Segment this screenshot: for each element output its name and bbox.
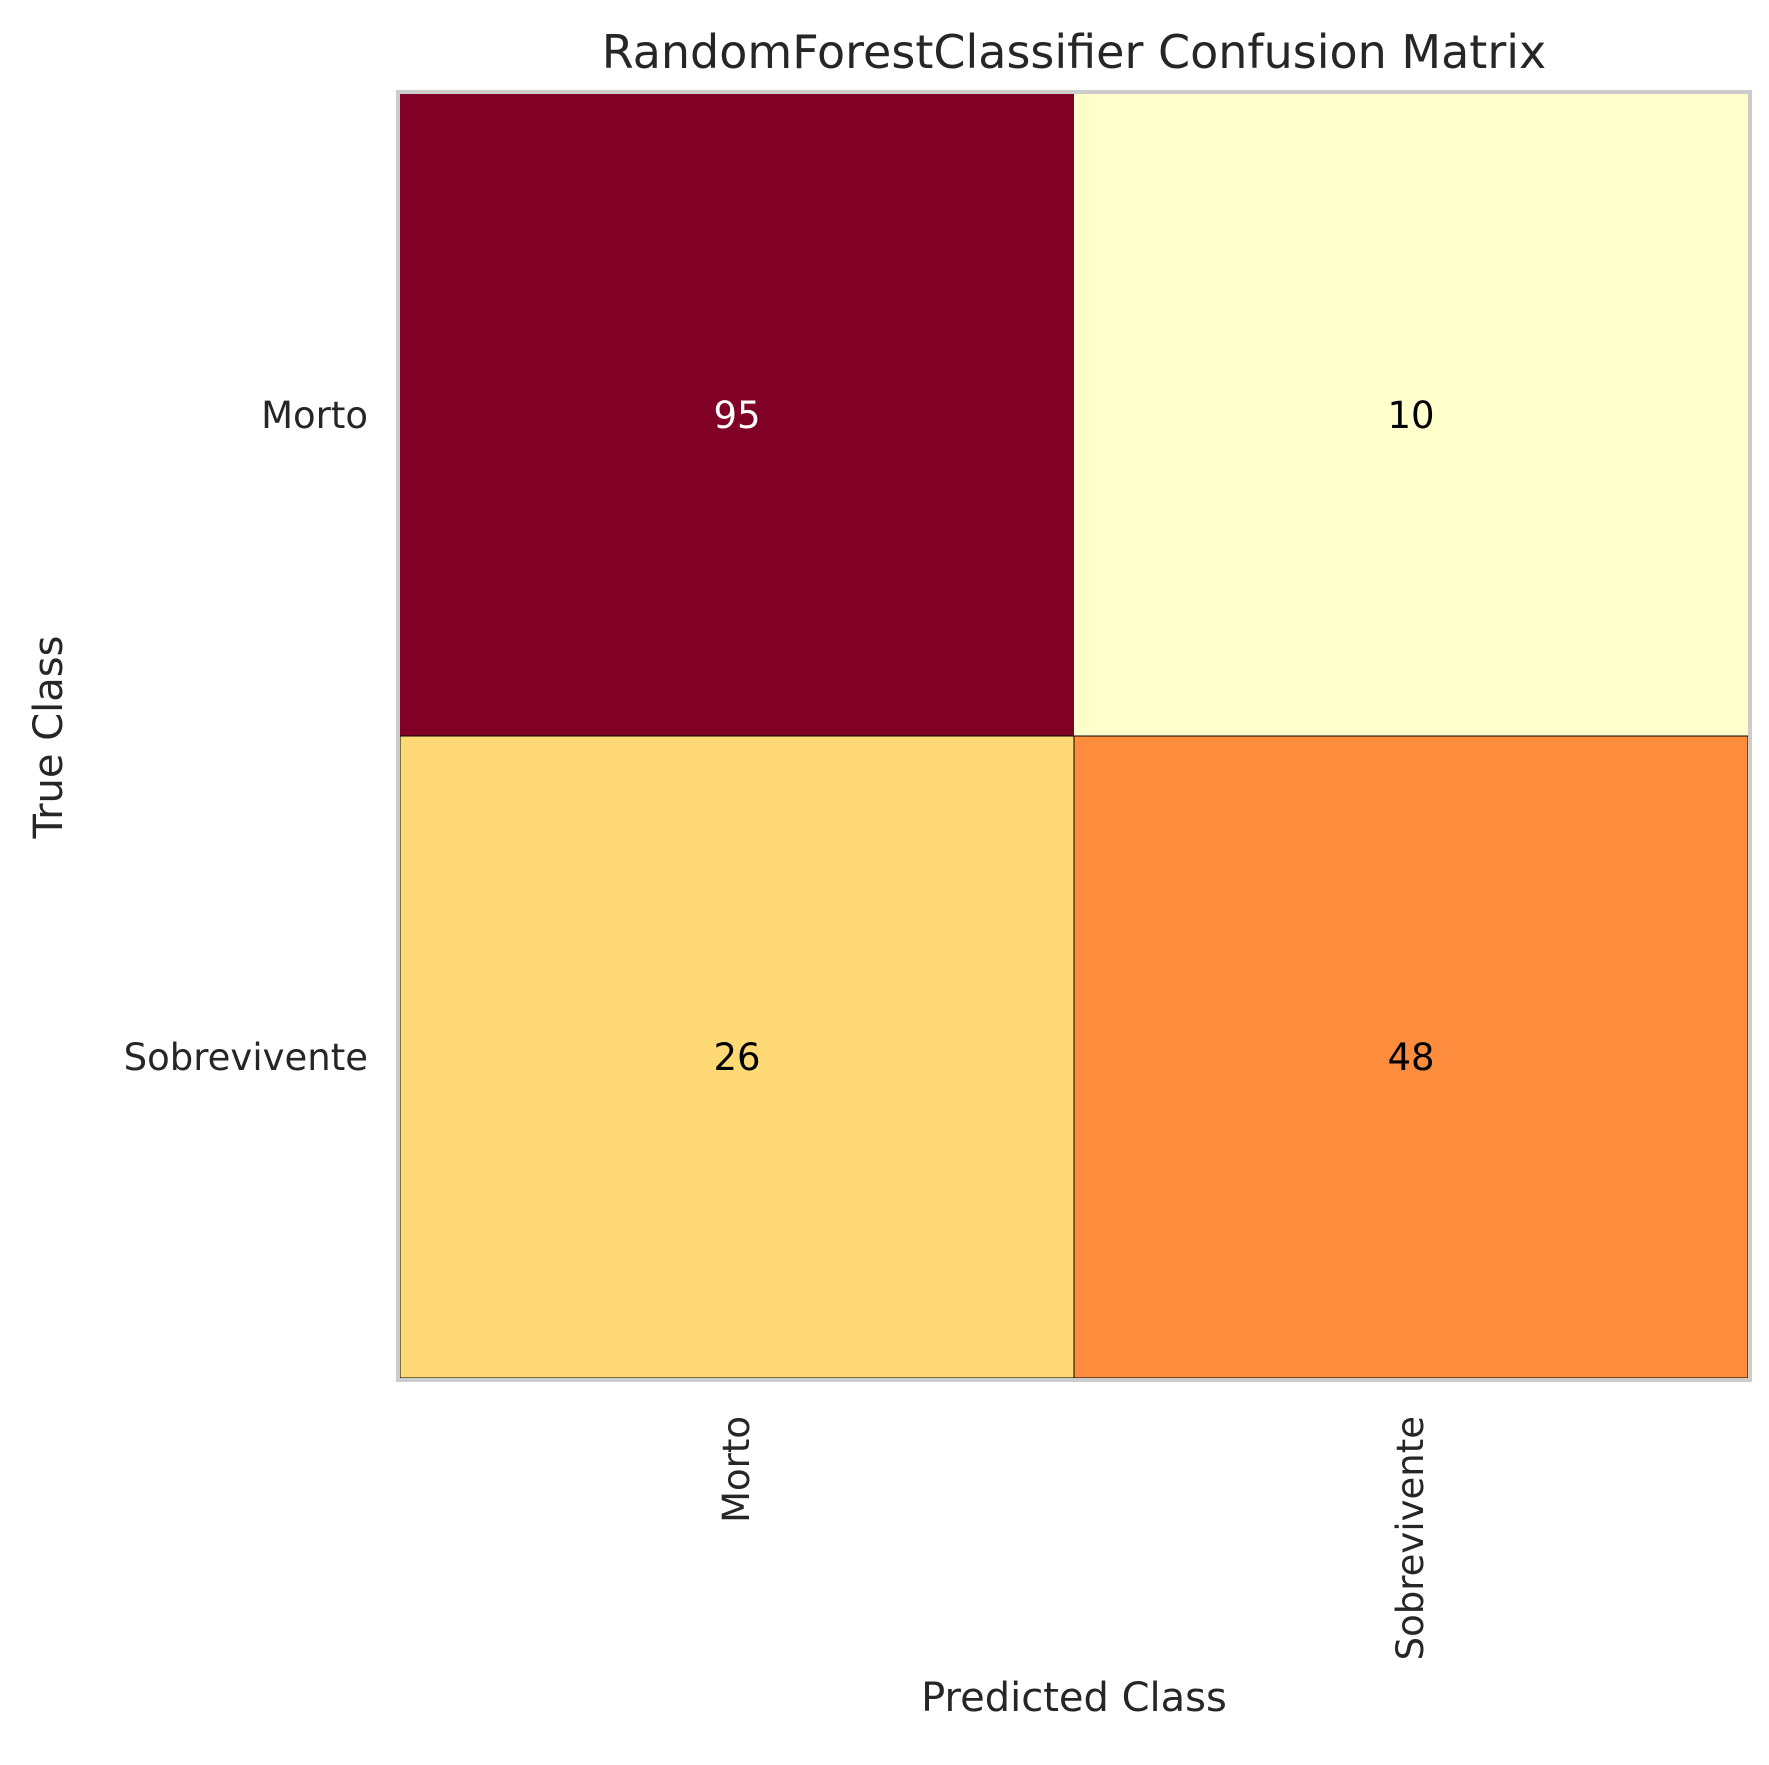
x-tick-label: Morto xyxy=(715,1416,758,1523)
cell-value-label: 95 xyxy=(713,394,760,437)
heatmap-cell-r0-c0 xyxy=(400,94,1074,736)
heatmap-cell-r1-c1 xyxy=(1073,735,1749,1379)
y-axis-label: True Class xyxy=(26,636,72,840)
cell-value-label: 10 xyxy=(1387,394,1434,437)
x-tick-labels: Morto Sobrevivente xyxy=(715,1416,1432,1660)
heatmap-cell-r1-c0 xyxy=(399,735,1075,1379)
cell-value-label: 26 xyxy=(713,1036,760,1079)
y-tick-label: Morto xyxy=(261,394,368,437)
heatmap-cells xyxy=(399,94,1749,1379)
x-tick-label: Sobrevivente xyxy=(1389,1416,1432,1660)
chart-title: RandomForestClassifier Confusion Matrix xyxy=(602,25,1546,79)
y-tick-labels: Morto Sobrevivente xyxy=(124,394,368,1079)
plot-frame xyxy=(396,90,1752,1382)
heatmap-cell-r0-c1 xyxy=(1074,94,1748,736)
cell-value-label: 48 xyxy=(1387,1036,1434,1079)
x-axis-label: Predicted Class xyxy=(921,1675,1227,1721)
heatmap-cell-labels: 95 10 26 48 xyxy=(713,394,1434,1079)
y-tick-label: Sobrevivente xyxy=(124,1036,368,1079)
